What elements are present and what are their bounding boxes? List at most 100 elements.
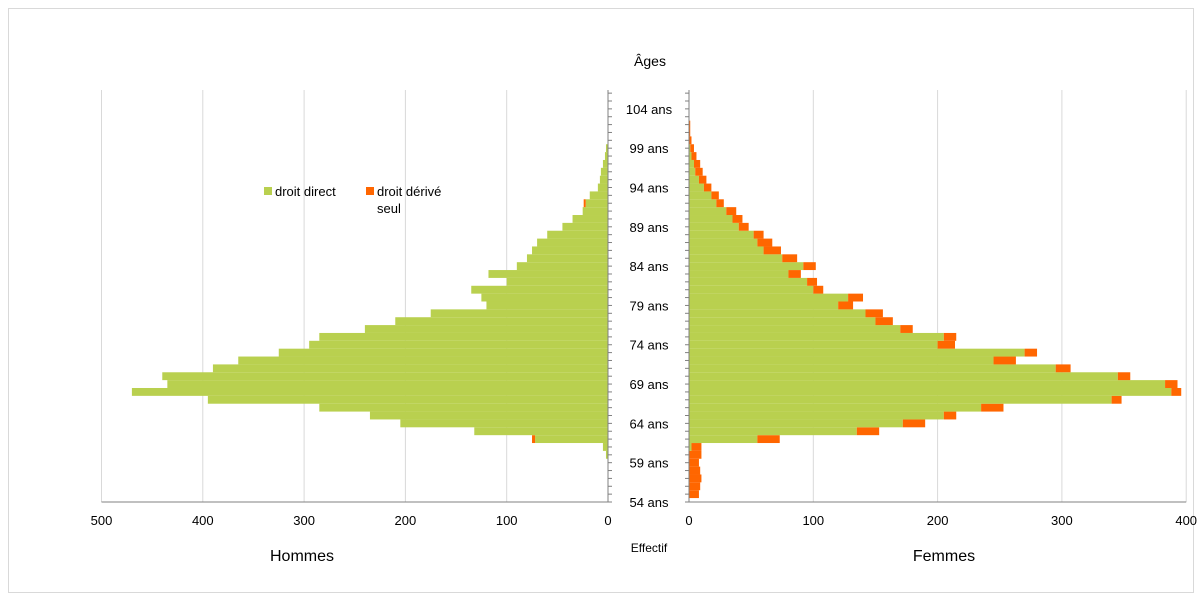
age-tick-label: 94 ans (629, 180, 669, 195)
women-x-tick-label: 100 (802, 513, 824, 528)
women-bar-direct (689, 270, 789, 278)
women-bar-derived (937, 340, 956, 349)
women-x-tick-label: 300 (1051, 513, 1073, 528)
women-bar-derived (1165, 380, 1178, 388)
women-bar-derived (689, 128, 691, 137)
men-bar-direct (430, 309, 608, 318)
men-bar-direct (600, 167, 608, 176)
age-tick-label: 99 ans (629, 141, 669, 156)
women-bar-direct (689, 435, 758, 444)
men-bar-direct (319, 332, 608, 341)
women-bar-direct (689, 167, 696, 176)
age-tick-label: 59 ans (629, 456, 669, 471)
women-bar-derived (803, 262, 816, 271)
age-tick-label: 104 ans (626, 102, 673, 117)
women-bar-direct (689, 222, 739, 231)
age-tick-label: 79 ans (629, 298, 669, 313)
women-bar-direct (689, 380, 1166, 388)
women-bar-direct (689, 395, 1112, 404)
men-x-tick-label: 200 (395, 513, 417, 528)
women-bar-derived (807, 277, 818, 286)
women-bar-derived (902, 419, 926, 428)
women-bar-derived (763, 246, 781, 255)
legend-label-direct: droit direct (275, 184, 336, 199)
men-bar-direct (207, 395, 609, 404)
women-bar-derived (943, 332, 957, 341)
men-bar-derived (583, 199, 586, 208)
men-bar-direct (589, 191, 608, 200)
axes-group (101, 90, 1187, 503)
women-bar-derived (689, 490, 699, 499)
women-bar-direct (689, 427, 857, 436)
men-bar-direct (131, 387, 608, 396)
legend: droit direct droit dérivé seul (264, 184, 441, 216)
women-bar-direct (689, 309, 866, 318)
men-x-tick-label: 400 (192, 513, 214, 528)
men-bar-direct (585, 199, 608, 208)
men-bar-direct (486, 301, 608, 310)
women-bar-direct (689, 387, 1172, 396)
men-bar-direct (369, 411, 608, 420)
men-bar-direct (309, 340, 608, 349)
men-bar-direct (605, 144, 608, 153)
age-tick-label: 64 ans (629, 416, 669, 431)
women-bar-derived (782, 254, 798, 263)
women-bar-direct (689, 348, 1025, 357)
women-bar-derived (689, 120, 691, 129)
men-bar-direct (474, 427, 608, 436)
women-bar-derived (689, 450, 702, 459)
women-bar-derived (875, 317, 893, 326)
age-tick-label: 69 ans (629, 377, 669, 392)
women-bar-direct (689, 144, 691, 153)
women-bar-derived (732, 215, 743, 223)
men-x-tick-label: 300 (293, 513, 315, 528)
women-bar-derived (695, 167, 703, 176)
men-bar-direct (562, 222, 608, 231)
women-bar-derived (726, 207, 737, 216)
women-bar-derived (838, 301, 854, 310)
men-x-tick-label: 100 (496, 513, 518, 528)
men-bar-direct (278, 348, 608, 357)
women-bar-derived (689, 458, 699, 467)
women-bar-direct (689, 262, 804, 271)
legend-label-derived-line1: droit dérivé (377, 184, 441, 199)
men-bar-direct (395, 317, 608, 326)
women-bar-direct (689, 443, 692, 451)
women-panel-title: Femmes (913, 548, 975, 565)
women-bar-direct (689, 403, 982, 412)
women-bar-derived (716, 199, 724, 208)
men-bar-direct (516, 262, 608, 271)
men-bar-direct (481, 293, 608, 302)
women-bar-derived (981, 403, 1004, 412)
men-bar-direct (597, 183, 608, 192)
women-bar-derived (813, 285, 824, 294)
women-bar-derived (757, 238, 773, 247)
age-tick-label: 84 ans (629, 259, 669, 274)
women-bar-derived (1055, 364, 1071, 373)
women-bar-derived (738, 222, 749, 231)
legend-label-derived-line2: seul (377, 201, 401, 216)
women-bar-direct (689, 175, 699, 184)
women-bar-direct (689, 411, 944, 420)
women-bar-derived (689, 482, 701, 491)
men-bar-direct (506, 277, 608, 286)
women-bar-direct (689, 340, 938, 349)
men-bar-direct (535, 435, 608, 444)
women-bar-direct (689, 246, 764, 255)
women-bar-derived (698, 175, 707, 184)
women-bar-derived (865, 309, 883, 318)
women-bar-derived (691, 152, 697, 160)
women-x-tick-label: 400 (1175, 513, 1197, 528)
women-bar-derived (1024, 348, 1038, 357)
women-bar-derived (753, 230, 764, 239)
men-bar-direct (602, 159, 608, 168)
women-bar-derived (689, 136, 692, 145)
women-bar-direct (689, 152, 692, 160)
men-x-tick-label: 0 (604, 513, 611, 528)
men-bar-direct (167, 380, 608, 388)
women-bar-derived (900, 325, 913, 333)
women-bar-derived (1171, 387, 1182, 396)
women-bar-derived (1117, 372, 1131, 381)
women-bar-derived (689, 474, 702, 483)
